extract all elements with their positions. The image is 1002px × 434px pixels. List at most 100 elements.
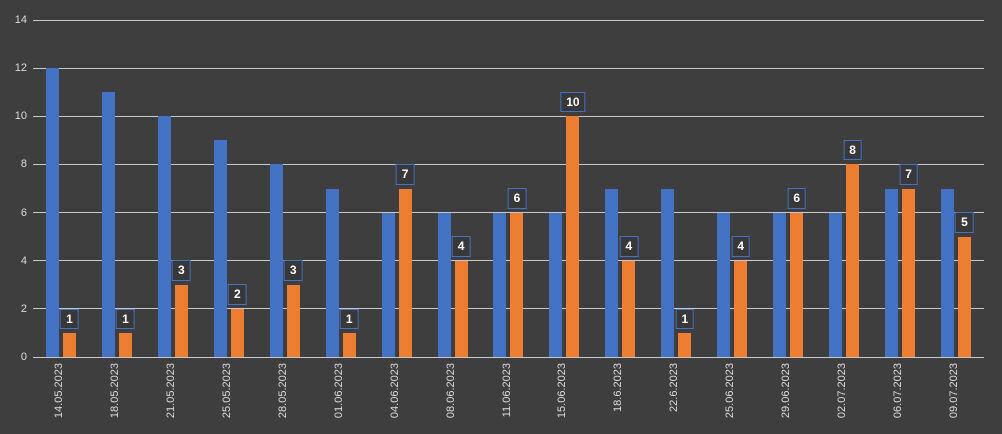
category-18.05.2023: 1 [89, 20, 145, 357]
gridline-0 [33, 356, 984, 358]
y-tick-label: 14 [14, 14, 27, 26]
data-label-09.07.2023[interactable]: 5 [955, 212, 974, 233]
y-tick-label: 0 [20, 351, 27, 363]
y-tick-label: 12 [14, 62, 27, 75]
data-label-18.6.2023[interactable]: 4 [619, 236, 639, 257]
x-axis-label: 11.06.2023 [500, 363, 513, 418]
category-25.05.2023: 2 [201, 20, 257, 357]
data-label-15.06.2023[interactable]: 10 [560, 91, 586, 113]
bar-orange-series-22.6.2023[interactable] [678, 332, 692, 357]
x-axis-label: 15.06.2023 [556, 363, 569, 419]
bar-orange-series-14.05.2023[interactable] [62, 332, 76, 357]
bar-blue-series-14.05.2023[interactable] [45, 68, 59, 357]
data-label-08.06.2023[interactable]: 4 [451, 236, 471, 257]
category-09.07.2023: 5 [928, 20, 984, 357]
bar-orange-series-28.05.2023[interactable] [286, 284, 300, 357]
bar-blue-series-22.6.2023[interactable] [661, 188, 675, 357]
category-21.05.2023: 3 [145, 20, 201, 357]
bar-groups: 1 1 3 2 3 1 7 4 6 10 4 1 4 6 8 7 5 [33, 20, 984, 357]
bar-blue-series-02.07.2023[interactable] [829, 212, 843, 357]
data-label-21.05.2023[interactable]: 3 [172, 260, 191, 281]
bar-orange-series-06.07.2023[interactable] [902, 188, 916, 357]
bar-orange-series-29.06.2023[interactable] [790, 212, 804, 357]
y-tick-label: 10 [14, 110, 27, 123]
bar-orange-series-01.06.2023[interactable] [342, 332, 356, 357]
gridline-2 [33, 308, 984, 310]
x-axis-label: 04.06.2023 [388, 363, 401, 419]
x-axis-label: 22.6.2023 [668, 363, 681, 412]
bar-orange-series-25.06.2023[interactable] [734, 260, 748, 357]
category-18.6.2023: 4 [592, 20, 648, 357]
data-label-11.06.2023[interactable]: 6 [507, 188, 527, 209]
bar-blue-series-18.6.2023[interactable] [605, 188, 619, 357]
bar-orange-series-09.07.2023[interactable] [957, 236, 971, 357]
gridline-4 [33, 260, 984, 262]
data-label-06.07.2023[interactable]: 7 [899, 164, 918, 185]
bar-orange-series-15.06.2023[interactable] [566, 116, 580, 357]
category-22.6.2023: 1 [648, 20, 704, 357]
bar-blue-series-15.06.2023[interactable] [549, 212, 563, 357]
bar-blue-series-25.06.2023[interactable] [717, 212, 731, 357]
data-label-14.05.2023[interactable]: 1 [60, 308, 79, 329]
category-14.05.2023: 1 [33, 20, 89, 357]
bar-blue-series-29.06.2023[interactable] [773, 212, 787, 357]
x-axis-label: 18.6.2023 [612, 363, 625, 412]
category-04.06.2023: 7 [369, 20, 425, 357]
bar-blue-series-21.05.2023[interactable] [157, 116, 171, 357]
data-label-04.06.2023[interactable]: 7 [395, 164, 415, 185]
x-axis-label: 28.05.2023 [276, 363, 289, 419]
bar-blue-series-01.06.2023[interactable] [325, 188, 339, 357]
x-axis-label: 18.05.2023 [108, 363, 121, 419]
gridline-8 [33, 163, 984, 165]
x-axis-label: 25.05.2023 [220, 363, 233, 419]
x-axis-label: 01.06.2023 [332, 363, 345, 419]
x-axis-label: 21.05.2023 [164, 363, 177, 419]
plot-area: 1 1 3 2 3 1 7 4 6 10 4 1 4 6 8 7 5 [33, 19, 984, 358]
bar-blue-series-06.07.2023[interactable] [885, 188, 899, 357]
data-label-02.07.2023[interactable]: 8 [843, 140, 862, 161]
x-axis-label: 08.06.2023 [444, 363, 457, 419]
x-axis-label: 25.06.2023 [724, 363, 737, 419]
category-01.06.2023: 1 [313, 20, 369, 357]
bar-orange-series-04.06.2023[interactable] [398, 188, 412, 357]
bar-blue-series-25.05.2023[interactable] [213, 140, 227, 357]
data-label-18.05.2023[interactable]: 1 [116, 308, 135, 329]
bar-blue-series-04.06.2023[interactable] [381, 212, 395, 357]
data-label-25.05.2023[interactable]: 2 [227, 284, 247, 305]
bar-orange-series-25.05.2023[interactable] [230, 308, 244, 357]
bar-orange-series-11.06.2023[interactable] [510, 212, 524, 357]
category-02.07.2023: 8 [816, 20, 872, 357]
bar-orange-series-21.05.2023[interactable] [174, 284, 188, 357]
bar-orange-series-18.6.2023[interactable] [622, 260, 636, 357]
gridline-6 [33, 212, 984, 214]
category-15.06.2023: 10 [536, 20, 592, 357]
category-25.06.2023: 4 [704, 20, 760, 357]
bar-orange-series-08.06.2023[interactable] [454, 260, 468, 357]
data-label-22.6.2023[interactable]: 1 [675, 308, 695, 329]
x-axis-label: 14.05.2023 [52, 363, 65, 419]
category-28.05.2023: 3 [257, 20, 313, 357]
gridline-10 [33, 115, 984, 117]
data-label-25.06.2023[interactable]: 4 [731, 236, 751, 257]
bar-blue-series-11.06.2023[interactable] [493, 212, 507, 357]
data-label-01.06.2023[interactable]: 1 [339, 308, 359, 329]
y-tick-label: 4 [20, 254, 27, 267]
gridline-12 [33, 67, 984, 69]
y-axis: 0 2 4 6 8 10 12 14 [0, 14, 27, 363]
bar-blue-series-08.06.2023[interactable] [437, 212, 451, 357]
bar-orange-series-02.07.2023[interactable] [846, 164, 860, 357]
x-axis: 14.05.2023 18.05.2023 21.05.2023 25.05.2023… [33, 363, 984, 434]
x-axis-label: 06.07.2023 [892, 363, 905, 419]
bar-blue-series-09.07.2023[interactable] [940, 188, 954, 357]
data-label-28.05.2023[interactable]: 3 [283, 260, 303, 281]
bar-orange-series-18.05.2023[interactable] [118, 332, 132, 357]
bar-blue-series-28.05.2023[interactable] [269, 164, 283, 357]
y-tick-label: 8 [20, 158, 27, 171]
bar-blue-series-18.05.2023[interactable] [101, 92, 115, 357]
x-axis-label: 29.06.2023 [780, 363, 793, 419]
x-axis-label: 02.07.2023 [836, 363, 849, 419]
category-11.06.2023: 6 [481, 20, 537, 357]
gridline-14 [33, 19, 984, 21]
data-label-29.06.2023[interactable]: 6 [787, 188, 806, 209]
